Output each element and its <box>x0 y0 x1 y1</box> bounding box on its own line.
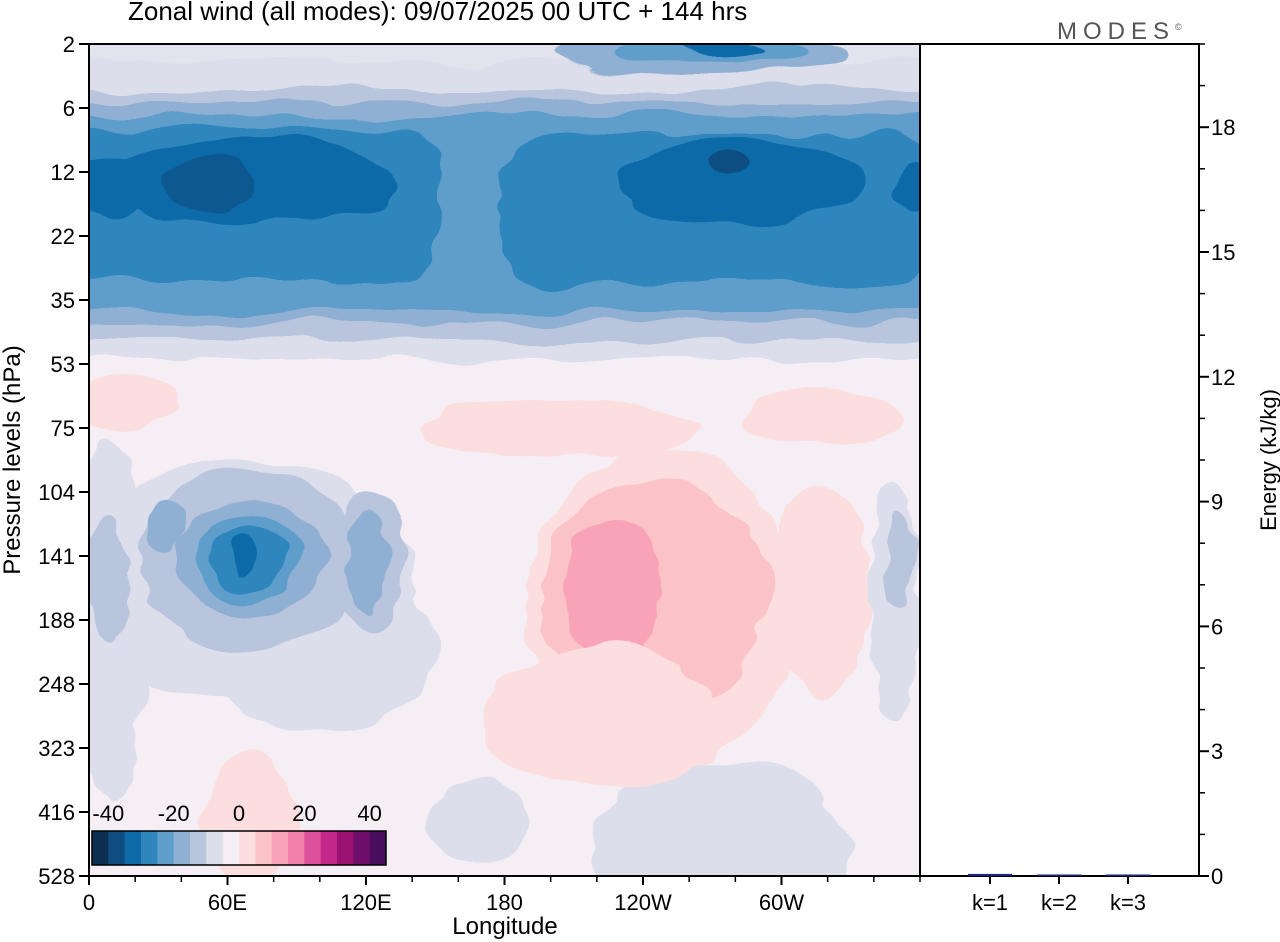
category-label: k=2 <box>1041 890 1077 915</box>
energy-tick-label: 0 <box>1211 864 1223 889</box>
pressure-axis: 2 6 12 22 35 53 75 104 141 188 248 323 416 528 <box>38 32 89 889</box>
energy-tick-label: 9 <box>1211 490 1223 515</box>
colorbar-swatch <box>173 831 191 865</box>
energy-bar <box>968 873 1012 876</box>
y-tick-label: 141 <box>38 544 75 569</box>
colorbar-swatch <box>124 831 142 865</box>
energy-tick-label: 6 <box>1211 614 1223 639</box>
x-tick-label: 120E <box>340 890 391 915</box>
colorbar-label: 40 <box>357 801 381 826</box>
colorbar-swatch <box>337 831 354 865</box>
modes-logo: MODES© <box>1057 18 1182 45</box>
colorbar-swatch <box>320 831 338 865</box>
y-axis-label: Pressure levels (hPa) <box>0 345 26 574</box>
colorbar-label: -40 <box>92 801 124 826</box>
colorbar-label: -20 <box>158 801 190 826</box>
x-tick-label: 180 <box>486 890 523 915</box>
colorbar-swatch <box>141 831 158 865</box>
energy-tick-label: 12 <box>1211 365 1235 390</box>
colorbar-swatch <box>222 831 240 865</box>
y-tick-label: 416 <box>38 800 75 825</box>
y-tick-label: 248 <box>38 672 75 697</box>
y-tick-label: 12 <box>51 160 75 185</box>
colorbar-swatch <box>108 831 126 865</box>
energy-tick-label: 15 <box>1211 240 1235 265</box>
energy-bar <box>1106 874 1150 876</box>
colorbar-swatch <box>271 831 289 865</box>
x-tick-label: 0 <box>83 890 95 915</box>
colorbar-swatch <box>304 831 322 865</box>
x-tick-label: 120W <box>614 890 672 915</box>
colorbar-swatch <box>206 831 224 865</box>
energy-bars: k=1 k=2 k=3 <box>968 873 1150 915</box>
y-tick-label: 323 <box>38 736 75 761</box>
colorbar-swatch <box>157 831 175 865</box>
longitude-axis: 0 60E 120E 180 120W 60W <box>83 876 921 915</box>
chart-title: Zonal wind (all modes): 09/07/2025 00 UT… <box>128 0 748 26</box>
heatmap-field <box>89 44 920 876</box>
category-label: k=3 <box>1110 890 1146 915</box>
y-tick-label: 22 <box>51 224 75 249</box>
category-label: k=1 <box>972 890 1008 915</box>
x-axis-label: Longitude <box>452 913 557 940</box>
energy-axis: 0 3 6 9 12 15 18 <box>1199 43 1235 889</box>
colorbar-swatch <box>255 831 273 865</box>
x-tick-label: 60E <box>208 890 247 915</box>
colorbar-frame <box>91 830 387 866</box>
y-tick-label: 35 <box>51 288 75 313</box>
colorbar-swatch <box>239 831 256 865</box>
colorbar-swatch <box>92 831 109 865</box>
colorbar-swatch <box>288 831 305 865</box>
y-tick-label: 188 <box>38 608 75 633</box>
colorbar-label: 20 <box>292 801 316 826</box>
colorbar: -40 -20 0 20 40 <box>91 801 387 866</box>
energy-axis-label: Energy (kJ/kg) <box>1256 389 1280 531</box>
y-tick-label: 75 <box>51 416 75 441</box>
x-tick-label: 60W <box>759 890 804 915</box>
energy-tick-label: 3 <box>1211 739 1223 764</box>
colorbar-swatch <box>190 831 207 865</box>
colorbar-swatch <box>369 831 387 865</box>
energy-tick-label: 18 <box>1211 115 1235 140</box>
energy-bar <box>1037 874 1081 876</box>
y-tick-label: 104 <box>38 480 75 505</box>
colorbar-swatch <box>353 831 371 865</box>
y-tick-label: 6 <box>63 96 75 121</box>
colorbar-label: 0 <box>233 801 245 826</box>
y-tick-label: 2 <box>63 32 75 57</box>
y-tick-label: 53 <box>51 352 75 377</box>
y-tick-label: 528 <box>38 864 75 889</box>
